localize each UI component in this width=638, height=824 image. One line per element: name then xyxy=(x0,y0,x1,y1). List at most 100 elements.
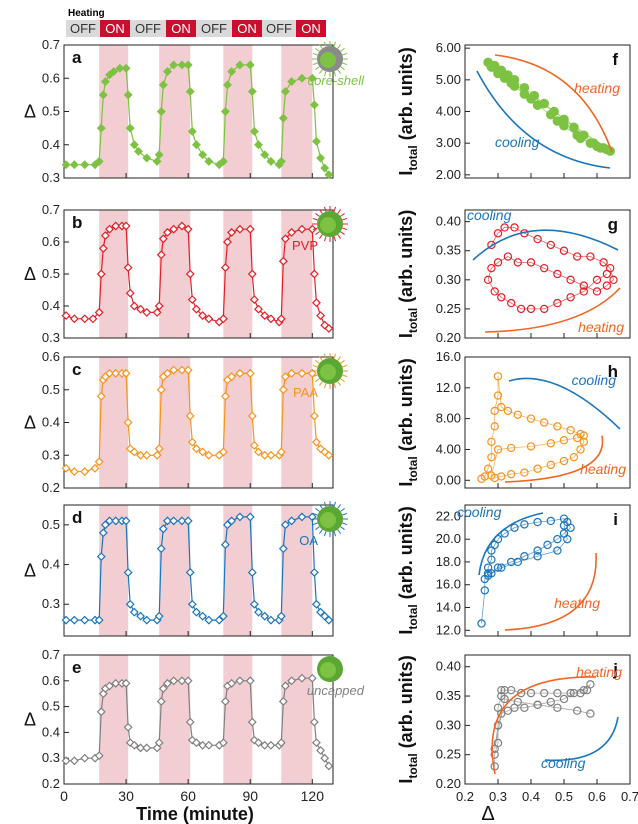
data-point xyxy=(500,223,509,232)
data-point xyxy=(602,269,612,279)
data-point xyxy=(152,156,162,166)
data-point xyxy=(158,684,168,693)
y-tick-label: 0.20 xyxy=(436,330,461,345)
ligand-strand xyxy=(315,360,320,364)
y-tick-label: 0.4 xyxy=(42,137,60,152)
data-point xyxy=(158,80,168,90)
ligand-strand xyxy=(323,531,327,537)
data-point xyxy=(191,304,201,314)
panel-letter: j xyxy=(612,660,618,679)
y-tick-label: 0.3 xyxy=(42,596,60,611)
heating-state-7 xyxy=(262,20,296,37)
data-point xyxy=(579,281,589,290)
data-point xyxy=(324,323,334,333)
data-point xyxy=(493,563,503,572)
data-point xyxy=(169,224,179,234)
data-point xyxy=(483,571,493,580)
data-point xyxy=(553,422,562,431)
heating-arrow xyxy=(491,676,597,775)
data-point xyxy=(553,546,562,555)
data-point xyxy=(316,311,326,321)
y-tick-label: 0.30 xyxy=(436,717,461,732)
data-point xyxy=(278,696,288,706)
ligand-strand xyxy=(340,378,345,382)
data-point xyxy=(579,437,589,446)
x-tick-label: 0 xyxy=(60,788,68,804)
y-tick-label: 0.20 xyxy=(436,776,461,791)
ligand-strand xyxy=(312,374,318,378)
data-point xyxy=(204,450,214,460)
y-tick-label: 0.2 xyxy=(42,480,60,495)
data-point xyxy=(61,615,71,625)
data-point xyxy=(507,469,516,479)
heating-state-label-6: ON xyxy=(237,21,257,36)
data-point xyxy=(493,391,503,400)
data-point xyxy=(185,411,195,421)
data-point xyxy=(566,688,575,698)
cooling-annotation: cooling xyxy=(495,134,540,150)
y-tick-label: 0.5 xyxy=(42,699,60,714)
ligand-strand xyxy=(312,62,318,66)
data-point xyxy=(532,100,543,110)
data-point xyxy=(483,275,493,285)
data-point xyxy=(142,307,152,317)
data-point xyxy=(324,615,334,625)
data-point xyxy=(183,365,193,375)
data-point xyxy=(490,287,499,296)
data-point xyxy=(506,78,516,88)
data-point xyxy=(247,411,257,421)
heating-band xyxy=(99,45,129,178)
data-point xyxy=(513,557,523,567)
data-point xyxy=(90,463,100,473)
heating-band xyxy=(281,655,313,784)
particle-core xyxy=(320,217,336,233)
data-point xyxy=(214,615,224,625)
series-label: OA xyxy=(299,533,318,548)
particle-core xyxy=(320,512,336,528)
ligand-strand xyxy=(342,374,348,378)
ligand-strand xyxy=(340,66,345,70)
data-point xyxy=(503,406,513,416)
data-point xyxy=(276,611,286,621)
data-point xyxy=(187,127,197,136)
data-point xyxy=(163,678,172,688)
data-point xyxy=(223,237,232,247)
data-point xyxy=(80,753,90,763)
data-point xyxy=(94,307,104,317)
data-point xyxy=(156,385,166,395)
data-point xyxy=(546,697,556,707)
data-point xyxy=(129,140,139,150)
y-tick-label: 0.7 xyxy=(42,37,60,52)
heating-arrow xyxy=(484,287,621,333)
data-point xyxy=(493,372,503,381)
data-point xyxy=(553,269,562,279)
plot-frame xyxy=(63,654,334,785)
data-point xyxy=(297,368,307,378)
ligand-strand xyxy=(315,66,320,70)
heating-band xyxy=(223,655,253,784)
data-point xyxy=(533,464,542,473)
ligand-strand xyxy=(319,529,323,534)
y-tick-label: 0.4 xyxy=(42,298,60,313)
data-point xyxy=(249,440,259,450)
data-point xyxy=(559,436,569,445)
data-point xyxy=(69,615,79,625)
data-point xyxy=(69,314,79,324)
cooling-arrow xyxy=(508,377,621,430)
data-point xyxy=(579,685,589,695)
data-point xyxy=(254,304,263,314)
data-point xyxy=(526,304,536,314)
ligand-strand xyxy=(337,529,341,534)
data-point xyxy=(520,552,529,561)
y-tick-label: 12.0 xyxy=(436,622,461,637)
ligand-strand xyxy=(323,353,327,359)
data-point xyxy=(586,252,595,261)
ligand-strand xyxy=(333,206,337,212)
heating-state-5 xyxy=(196,20,232,37)
data-point xyxy=(513,697,523,707)
data-point xyxy=(280,520,290,530)
heating-annotation: heating xyxy=(578,319,624,335)
data-point xyxy=(154,150,164,160)
data-point xyxy=(94,457,104,467)
ligand-strand xyxy=(337,356,341,361)
